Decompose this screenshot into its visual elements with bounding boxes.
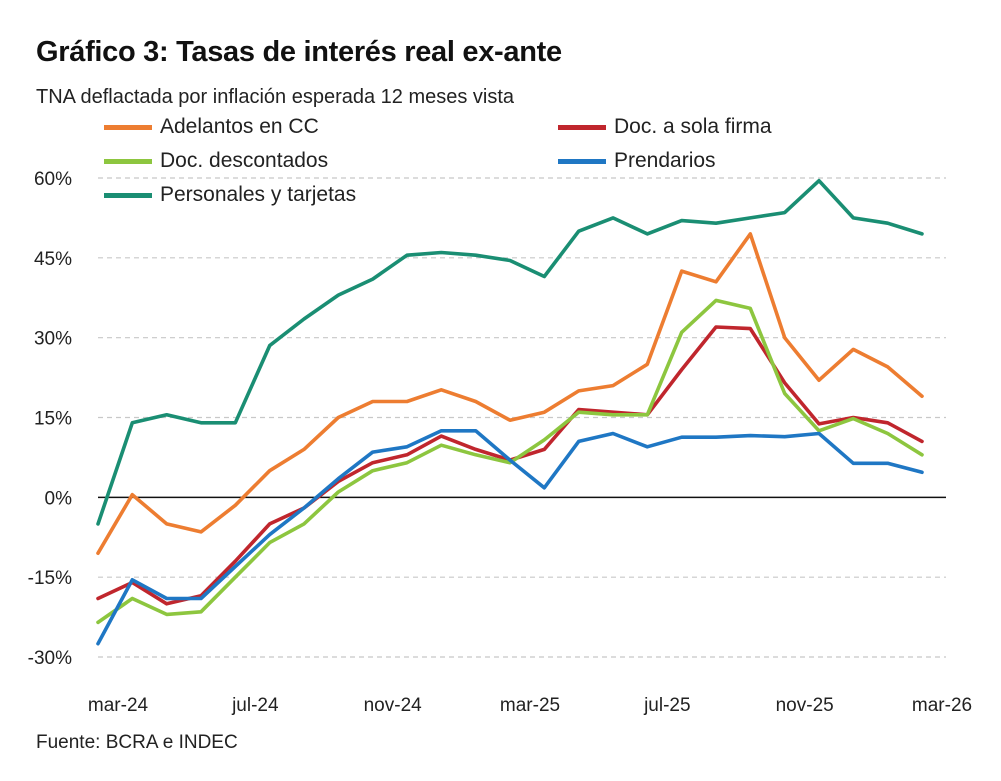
legend-label-adelantos: Adelantos en CC	[160, 115, 319, 138]
legend-swatch-prendarios	[558, 158, 606, 164]
legend-item-doc-sola-firma: Doc. a sola firma	[558, 114, 772, 140]
x-tick-label: jul-25	[643, 695, 690, 716]
x-tick-label: nov-24	[364, 695, 423, 716]
x-tick-label: mar-25	[500, 695, 560, 716]
legend-label-doc-sola-firma: Doc. a sola firma	[614, 115, 772, 138]
legend-swatch-adelantos	[104, 124, 152, 130]
source-note: Fuente: BCRA e INDEC	[36, 732, 238, 753]
legend-label-personales: Personales y tarjetas	[160, 183, 357, 206]
series-line-adelantos-en-cc	[96, 232, 924, 556]
legend-swatch-doc-descontados	[104, 158, 152, 164]
y-tick-label: 30%	[34, 329, 72, 350]
legend-swatch-personales	[104, 192, 152, 198]
chart-title: Gráfico 3: Tasas de interés real ex-ante	[36, 36, 562, 68]
legend-swatch-doc-sola-firma	[558, 124, 606, 130]
y-tick-label: 15%	[34, 409, 72, 430]
y-tick-label: -30%	[28, 648, 72, 669]
x-tick-label: mar-26	[912, 695, 972, 716]
chart-subtitle: TNA deflactada por inflación esperada 12…	[36, 86, 515, 108]
legend-item-adelantos: Adelantos en CC	[104, 114, 319, 140]
y-tick-label: 60%	[34, 169, 72, 190]
legend-item-doc-descontados: Doc. descontados	[104, 148, 328, 174]
y-tick-label: 0%	[45, 488, 73, 509]
x-tick-label: jul-24	[231, 695, 279, 716]
legend-label-doc-descontados: Doc. descontados	[160, 149, 329, 172]
legend-label-prendarios: Prendarios	[614, 149, 716, 172]
x-tick-label: mar-24	[88, 695, 149, 716]
series-line-doc-a-sola-firma	[96, 325, 924, 606]
series-line-prendarios	[96, 428, 924, 646]
series-line-personales-y-tarjetas	[96, 178, 924, 526]
y-tick-label: -15%	[28, 568, 72, 589]
legend-item-personales: Personales y tarjetas	[104, 182, 356, 208]
legend-item-prendarios: Prendarios	[558, 148, 716, 174]
y-tick-label: 45%	[34, 249, 72, 270]
x-tick-label: nov-25	[776, 695, 834, 716]
series-line-doc-descontados	[96, 298, 924, 625]
